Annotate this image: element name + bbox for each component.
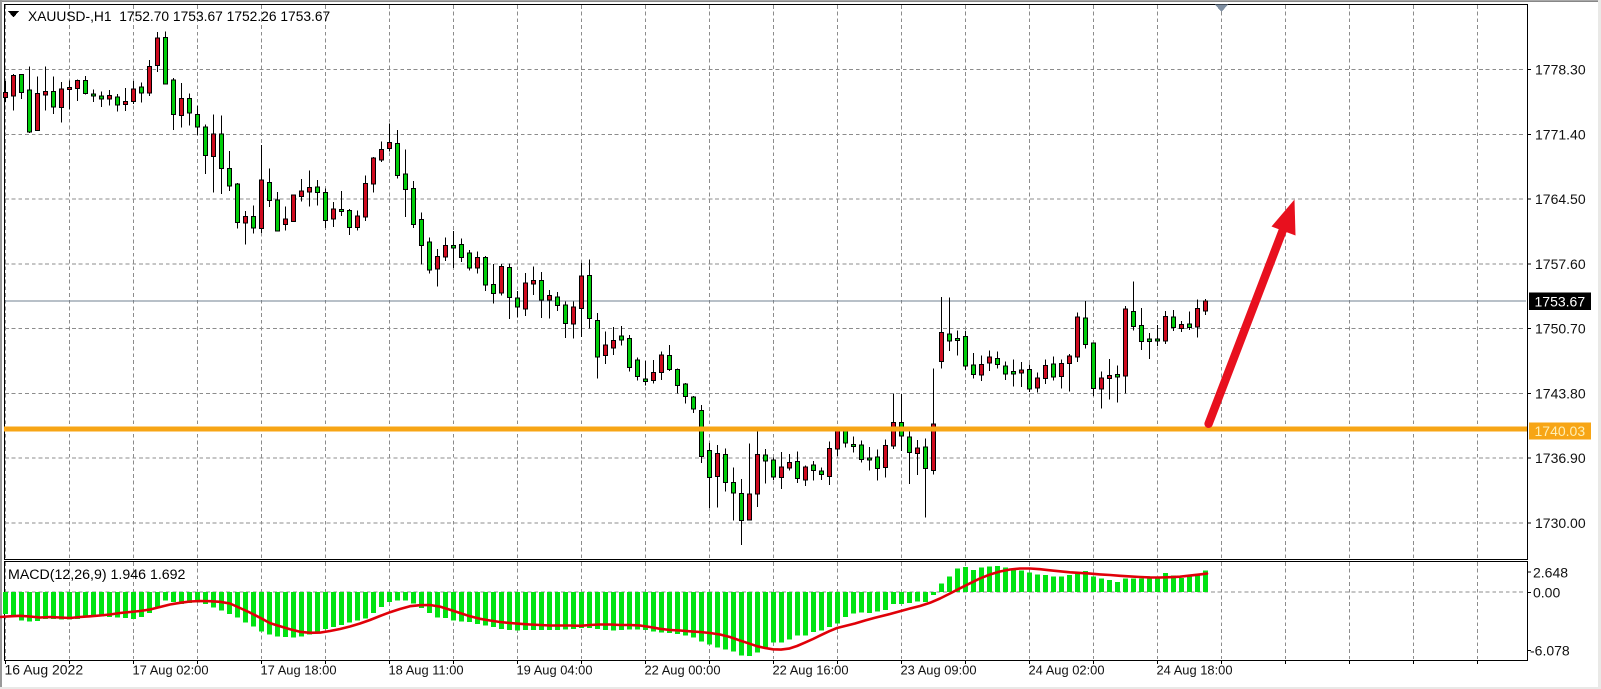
svg-text:MACD(12,26,9) 1.946 1.692: MACD(12,26,9) 1.946 1.692 — [8, 567, 186, 583]
svg-text:17 Aug 18:00: 17 Aug 18:00 — [261, 662, 337, 677]
svg-text:1771.40: 1771.40 — [1535, 126, 1586, 142]
svg-text:1730.00: 1730.00 — [1535, 515, 1586, 531]
svg-text:-6.078: -6.078 — [1530, 643, 1570, 659]
svg-text:18 Aug 11:00: 18 Aug 11:00 — [389, 662, 464, 677]
svg-text:24 Aug 18:00: 24 Aug 18:00 — [1157, 662, 1233, 677]
svg-text:24 Aug 02:00: 24 Aug 02:00 — [1029, 662, 1105, 677]
svg-text:16 Aug 2022: 16 Aug 2022 — [5, 661, 84, 677]
svg-text:19 Aug 04:00: 19 Aug 04:00 — [517, 662, 593, 677]
svg-text:1757.60: 1757.60 — [1535, 256, 1586, 272]
svg-text:1764.50: 1764.50 — [1535, 191, 1586, 207]
svg-text:17 Aug 02:00: 17 Aug 02:00 — [133, 662, 209, 677]
svg-text:1750.70: 1750.70 — [1535, 321, 1586, 337]
svg-text:1740.03: 1740.03 — [1535, 423, 1586, 439]
svg-text:2.648: 2.648 — [1533, 564, 1568, 580]
svg-text:22 Aug 16:00: 22 Aug 16:00 — [773, 662, 849, 677]
svg-text:1778.30: 1778.30 — [1535, 62, 1586, 78]
svg-text:1753.67: 1753.67 — [1535, 293, 1586, 309]
svg-text:1743.80: 1743.80 — [1535, 385, 1586, 401]
svg-text:23 Aug 09:00: 23 Aug 09:00 — [901, 662, 977, 677]
svg-text:22 Aug 00:00: 22 Aug 00:00 — [645, 662, 721, 677]
svg-text:XAUUSD-,H1 1752.70 1753.67 17: XAUUSD-,H1 1752.70 1753.67 1752.26 1753.… — [28, 9, 330, 24]
svg-text:0.00: 0.00 — [1533, 585, 1560, 601]
svg-text:1736.90: 1736.90 — [1535, 450, 1586, 466]
